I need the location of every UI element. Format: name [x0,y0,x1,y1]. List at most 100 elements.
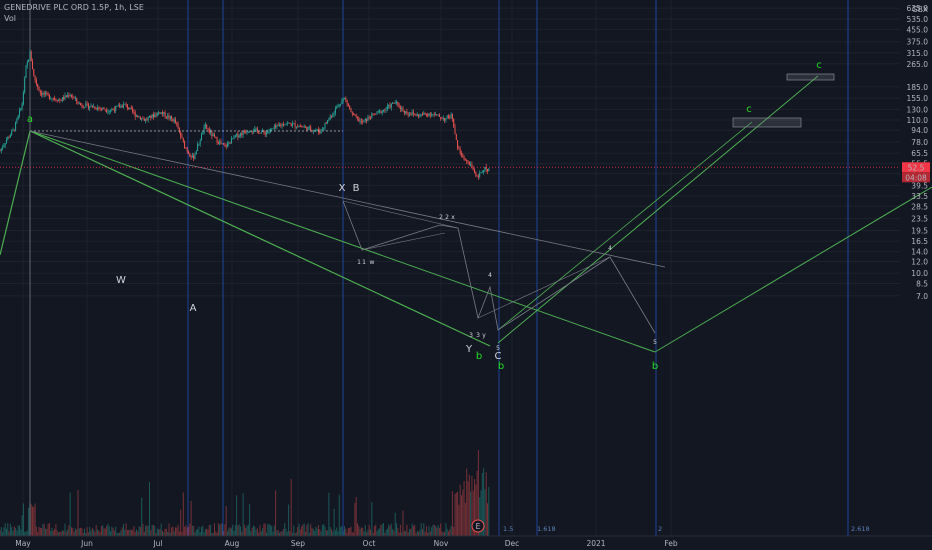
candle-body [138,116,140,118]
price-tick-label: 7.0 [916,292,928,301]
volume-bar [55,524,57,536]
sub-wave-label: 5 [653,339,657,346]
volume-bar [364,525,366,536]
candle-body [217,142,219,144]
candle-body [21,104,23,109]
volume-bar [13,526,15,536]
candle-body [397,101,399,104]
volume-bar [26,530,28,536]
volume-bar [432,524,434,536]
candle-body [271,128,273,130]
volume-bar [0,527,2,536]
candle-body [94,106,96,109]
volume-bar [159,529,161,536]
volume-bar [132,530,134,536]
candle-body [95,108,97,110]
volume-bar [462,489,464,536]
candle-body [318,129,319,132]
volume-bar [351,532,353,536]
candle-body [11,130,13,135]
price-tick-label: 155.0 [907,94,929,103]
candle-body [364,118,366,121]
time-tick-label: Sep [291,539,305,548]
volume-bar [99,531,101,536]
volume-bar [77,490,79,536]
volume-bar [380,524,382,536]
price-tick-label: 94.0 [911,126,928,135]
volume-bar [30,504,32,536]
volume-bar [487,503,488,536]
candle-body [6,139,7,144]
volume-bar [289,530,291,536]
time-tick-label: May [15,539,31,548]
volume-bar [423,523,425,536]
candle-body [412,112,414,114]
green-impulse-line [0,130,31,256]
candle-body [180,132,182,137]
volume-bar [320,531,322,536]
volume-legend[interactable]: Vol [4,14,16,23]
price-axis[interactable]: 7.0 8.5 10.0 12.014.0 16.519.5 23.5 28.533.5 39… [902,4,930,301]
volume-bar [82,532,84,536]
candle-body [448,115,449,118]
candle-body [71,95,72,97]
candle-body [419,114,421,117]
candle-body [156,112,158,116]
volume-bar [37,532,39,536]
volume-bar [303,523,305,536]
candle-body [175,119,176,123]
volume-bar [327,530,329,536]
candle-body [224,144,226,146]
candle-body [20,108,22,111]
volume-bar [275,490,277,536]
candle-body [102,107,104,109]
volume-bar [264,523,266,536]
volume-bar [282,529,284,536]
volume-bar [267,524,269,536]
candle-body [113,109,115,111]
green-upper-line [654,186,932,353]
time-axis[interactable]: May Jun Jul Aug Sep Oct Nov Dec 2021 Feb [0,535,932,548]
volume-bar [260,531,262,536]
volume-bar [56,530,58,536]
candle-body [245,132,247,134]
candle-body [106,110,108,112]
candle-body [33,69,35,76]
volume-bar [416,530,418,536]
volume-bar [115,526,117,536]
candle-body [208,129,210,133]
candle-body [98,107,100,109]
candle-body [461,153,462,155]
volume-bar [155,532,157,536]
volume-bar [350,526,352,536]
fib-time-label: 2.618 [851,525,870,533]
volume-bar [120,530,122,536]
symbol-title[interactable]: GENEDRIVE PLC ORD 1.5P, 1h, LSE [4,3,144,12]
candle-body [168,115,170,119]
volume-bar [381,524,383,536]
candle-body [440,116,442,119]
candle-body [466,160,468,162]
candle-body [207,128,209,130]
wave-label: a [27,114,33,125]
volume-bar [51,527,53,536]
volume-bar [437,524,439,536]
volume-bar [160,523,162,536]
volume-bar [242,493,244,536]
candle-body [338,104,340,106]
volume-bar [6,528,7,536]
candle-body [282,124,284,126]
volume-bar [446,528,448,536]
candle-body [165,116,167,118]
candle-body [8,137,10,138]
candle-body [17,115,19,119]
candle-body [220,141,222,144]
sub-wave-label: 2 [439,214,443,221]
volume-bar [266,532,267,536]
candle-body [115,106,117,111]
candle-body [154,114,156,118]
candle-body [56,100,58,102]
candle-body [28,59,30,62]
